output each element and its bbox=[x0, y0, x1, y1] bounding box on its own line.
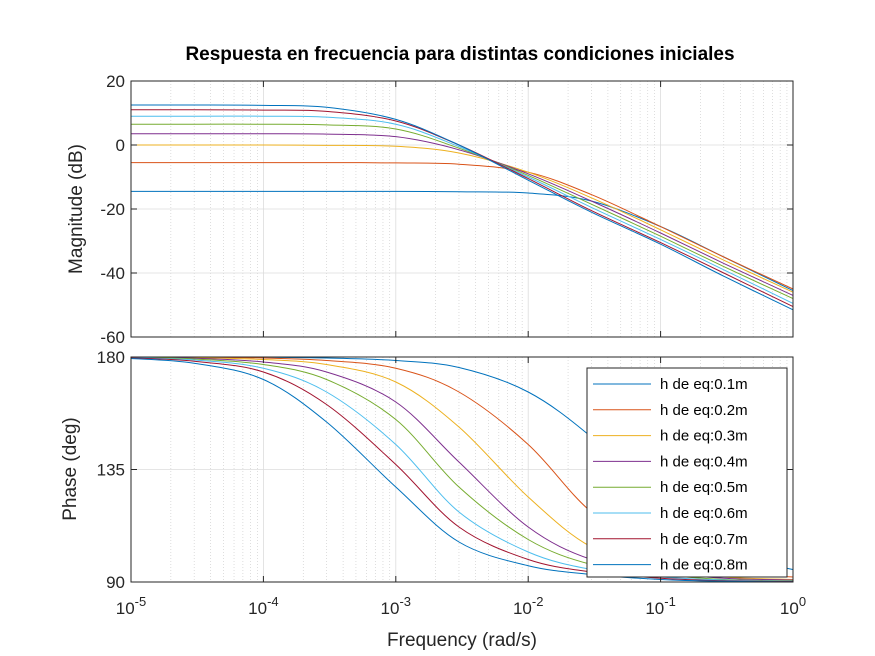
legend-label: h de eq:0.6m bbox=[660, 505, 748, 522]
series-line bbox=[131, 144, 794, 293]
legend-label: h de eq:0.1m bbox=[660, 376, 748, 393]
series-line bbox=[131, 162, 794, 290]
legend-item: h de eq:0.7m bbox=[593, 531, 748, 548]
y-tick-label: 180 bbox=[97, 348, 125, 367]
y-tick-label: 0 bbox=[116, 136, 125, 155]
magnitude-lines bbox=[130, 104, 794, 311]
magnitude-y-ticks: 20 0 -20 -40 -60 bbox=[100, 72, 793, 347]
legend-label: h de eq:0.3m bbox=[660, 428, 748, 445]
series-line bbox=[131, 133, 794, 296]
series-line bbox=[130, 358, 794, 583]
chart-title: Respuesta en frecuencia para distintas c… bbox=[185, 44, 734, 65]
phase-ylabel: Phase (deg) bbox=[60, 417, 81, 521]
series-line bbox=[131, 115, 794, 304]
x-axis-label: Frequency (rad/s) bbox=[387, 630, 537, 651]
x-tick-label: 10-5 bbox=[116, 594, 146, 618]
legend-item: h de eq:0.5m bbox=[593, 479, 748, 496]
legend-box bbox=[586, 367, 788, 578]
legend-item: h de eq:0.4m bbox=[593, 453, 748, 470]
legend-label: h de eq:0.2m bbox=[660, 402, 748, 419]
legend-item: h de eq:0.2m bbox=[593, 402, 748, 419]
y-tick-label: 20 bbox=[106, 72, 125, 91]
legend-label: h de eq:0.7m bbox=[660, 531, 748, 548]
x-tick-label: 10-2 bbox=[513, 594, 543, 618]
x-tick-label: 10-4 bbox=[248, 594, 278, 618]
magnitude-ylabel: Magnitude (dB) bbox=[66, 144, 87, 274]
y-tick-label: 135 bbox=[97, 461, 125, 480]
x-tick-label: 10-3 bbox=[381, 594, 411, 618]
series-line bbox=[131, 190, 794, 292]
legend-label: h de eq:0.5m bbox=[660, 479, 748, 496]
legend-item: h de eq:0.8m bbox=[593, 557, 748, 574]
legend: h de eq:0.1m h de eq:0.2m h de eq:0.3m h de… bbox=[586, 367, 788, 578]
y-tick-label: -20 bbox=[100, 200, 125, 219]
legend-item: h de eq:0.1m bbox=[593, 376, 748, 393]
series-line bbox=[130, 357, 794, 582]
magnitude-axes: 20 0 -20 -40 -60 Magnitude (dB) bbox=[66, 72, 794, 347]
series-line bbox=[130, 357, 794, 582]
series-line bbox=[130, 104, 794, 311]
x-tick-label: 10-1 bbox=[645, 594, 675, 618]
legend-item: h de eq:0.6m bbox=[593, 505, 748, 522]
y-tick-label: -40 bbox=[100, 264, 125, 283]
x-tick-label: 100 bbox=[780, 594, 806, 618]
series-line bbox=[131, 123, 794, 300]
y-tick-label: 90 bbox=[106, 573, 125, 592]
legend-label: h de eq:0.4m bbox=[660, 453, 748, 470]
phase-y-ticks: 180 135 90 bbox=[97, 348, 793, 592]
legend-label: h de eq:0.8m bbox=[660, 557, 748, 574]
y-tick-label: -60 bbox=[100, 328, 125, 347]
x-axis-ticks: 10-5 10-4 10-3 10-2 10-1 100 bbox=[116, 81, 806, 618]
legend-item: h de eq:0.3m bbox=[593, 428, 748, 445]
